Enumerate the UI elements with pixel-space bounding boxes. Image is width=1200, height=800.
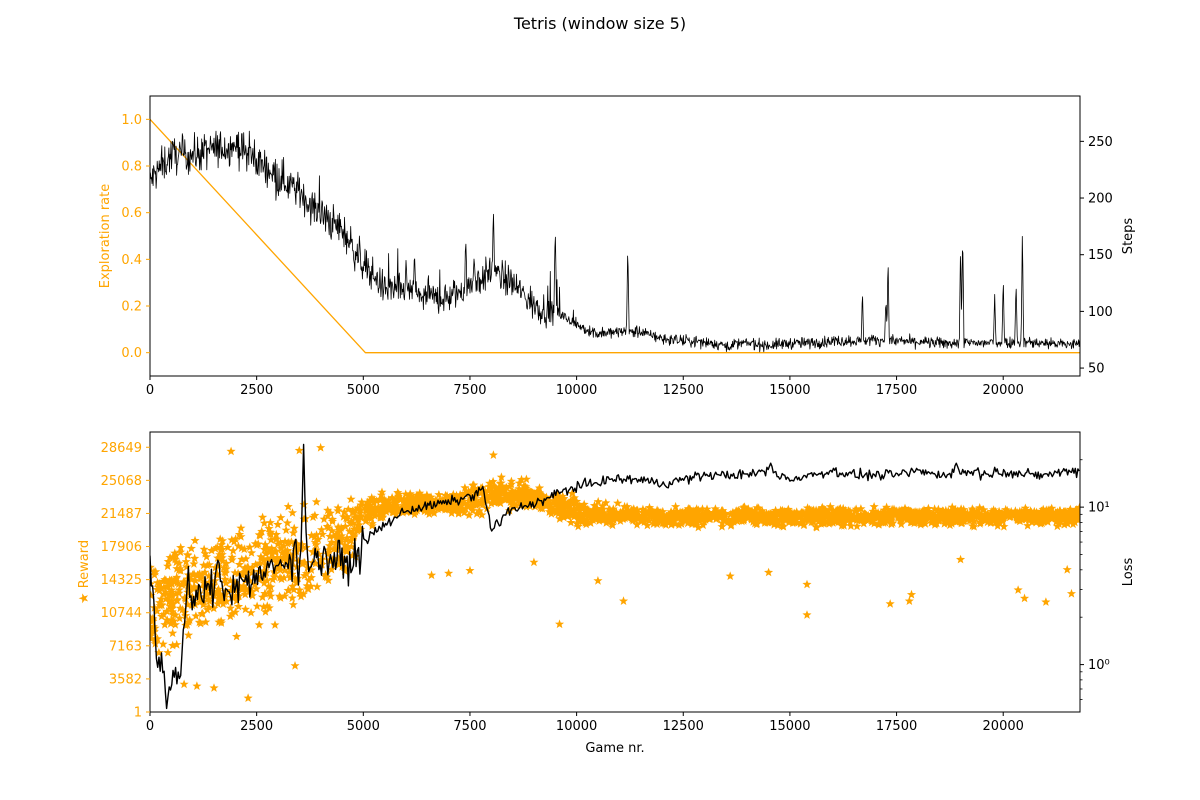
top-right-axis: 50 100 150 200 250 — [1080, 135, 1113, 377]
left-tick-label: 1 — [134, 706, 142, 721]
top-x-axis: 0 2500 5000 7500 10000 12500 15000 17500 20000 — [146, 376, 1024, 398]
reward-point — [1013, 585, 1023, 594]
reward-point — [619, 596, 629, 605]
x-tick-label: 2500 — [240, 383, 273, 398]
left-tick-label: 28649 — [101, 441, 142, 456]
reward-point — [427, 570, 437, 580]
loss-line — [150, 443, 1080, 710]
reward-point — [956, 554, 966, 564]
reward-point — [906, 589, 917, 599]
top-series-layer — [150, 118, 1080, 354]
x-tick-label: 12500 — [663, 383, 704, 398]
left-tick-label: 0.8 — [121, 160, 142, 175]
bottom-series-layer — [150, 442, 1080, 710]
right-tick-label: 10¹ — [1088, 501, 1110, 516]
x-tick-label: 20000 — [983, 719, 1024, 734]
reward-point — [1066, 588, 1076, 598]
reward-point — [179, 679, 189, 689]
left-tick-label: 0.6 — [121, 206, 142, 221]
left-tick-label: 21487 — [101, 507, 142, 522]
right-tick-label: 150 — [1088, 248, 1113, 263]
exploration-rate-line — [150, 118, 1080, 354]
x-tick-label: 17500 — [876, 719, 917, 734]
right-tick-label: 100 — [1088, 305, 1113, 320]
reward-point — [465, 565, 475, 575]
left-tick-label: 0.0 — [121, 346, 142, 361]
reward-point — [802, 579, 812, 589]
bottom-plot-frame — [149, 431, 1081, 713]
x-tick-label: 7500 — [453, 383, 486, 398]
reward-point — [226, 446, 236, 456]
reward-point — [1062, 564, 1072, 574]
right-tick-label: 200 — [1088, 192, 1113, 207]
reward-point — [555, 619, 565, 629]
reward-point — [885, 599, 895, 608]
reward-point — [802, 610, 812, 619]
top-panel: 0 2500 5000 7500 10000 12500 15000 17500 20000 0… — [98, 95, 1136, 398]
x-tick-label: 15000 — [769, 719, 810, 734]
left-tick-label: 10744 — [101, 606, 142, 621]
right-tick-label: 50 — [1088, 362, 1105, 377]
left-tick-label: 0.4 — [121, 253, 142, 268]
reward-point — [294, 445, 304, 455]
left-tick-label: 3582 — [109, 672, 142, 687]
steps-line — [150, 130, 1080, 353]
reward-point — [904, 596, 914, 605]
right-tick-label: 10⁰ — [1088, 658, 1110, 673]
x-tick-label: 15000 — [769, 383, 810, 398]
reward-point — [243, 693, 253, 702]
x-tick-label: 0 — [146, 383, 154, 398]
left-tick-label: 0.2 — [121, 300, 142, 315]
reward-point — [593, 576, 603, 585]
x-tick-label: 5000 — [347, 719, 380, 734]
reward-point — [209, 683, 219, 692]
steps-axis-label: Steps — [1121, 218, 1136, 255]
x-tick-label: 2500 — [240, 719, 273, 734]
reward-point — [488, 450, 498, 459]
top-left-axis: 0.0 0.2 0.4 0.6 0.8 1.0 — [121, 113, 150, 361]
right-tick-label: 250 — [1088, 135, 1113, 150]
x-tick-label: 20000 — [983, 383, 1024, 398]
exploration-rate-axis-label: Exploration rate — [98, 184, 113, 288]
loss-axis-label: Loss — [1121, 558, 1136, 587]
reward-point — [1020, 593, 1030, 603]
bottom-right-axis: 10⁰ 10¹ — [1080, 459, 1110, 700]
x-tick-label: 5000 — [347, 383, 380, 398]
reward-point — [1041, 597, 1051, 606]
left-tick-label: 25068 — [101, 474, 142, 489]
left-tick-label: 1.0 — [121, 113, 142, 128]
reward-point — [725, 571, 735, 580]
reward-point-cloud — [150, 472, 1080, 657]
x-tick-label: 7500 — [453, 719, 486, 734]
x-axis-label: Game nr. — [585, 741, 644, 756]
x-tick-label: 12500 — [663, 719, 704, 734]
left-tick-label: 14325 — [101, 573, 142, 588]
bottom-panel: 0 2500 5000 7500 10000 12500 15000 17500 20000 1… — [77, 431, 1136, 756]
x-tick-label: 10000 — [556, 719, 597, 734]
x-tick-label: 0 — [146, 719, 154, 734]
left-tick-label: 7163 — [109, 639, 142, 654]
reward-point — [290, 661, 300, 670]
bottom-left-axis: 1 3582 7163 10744 14325 17906 21487 25068 28649 — [101, 441, 150, 721]
reward-point — [444, 568, 454, 578]
reward-point — [316, 442, 326, 452]
figure-title: Tetris (window size 5) — [513, 14, 686, 33]
reward-point — [192, 681, 202, 690]
reward-point — [529, 557, 539, 567]
x-tick-label: 17500 — [876, 383, 917, 398]
x-tick-label: 10000 — [556, 383, 597, 398]
top-plot-frame — [149, 95, 1081, 377]
reward-scatter-series — [150, 442, 1080, 702]
left-tick-label: 17906 — [101, 540, 142, 555]
reward-axis-label: ★ Reward — [77, 540, 92, 604]
bottom-x-axis: 0 2500 5000 7500 10000 12500 15000 17500 20000 — [146, 712, 1024, 734]
reward-point — [764, 567, 774, 577]
